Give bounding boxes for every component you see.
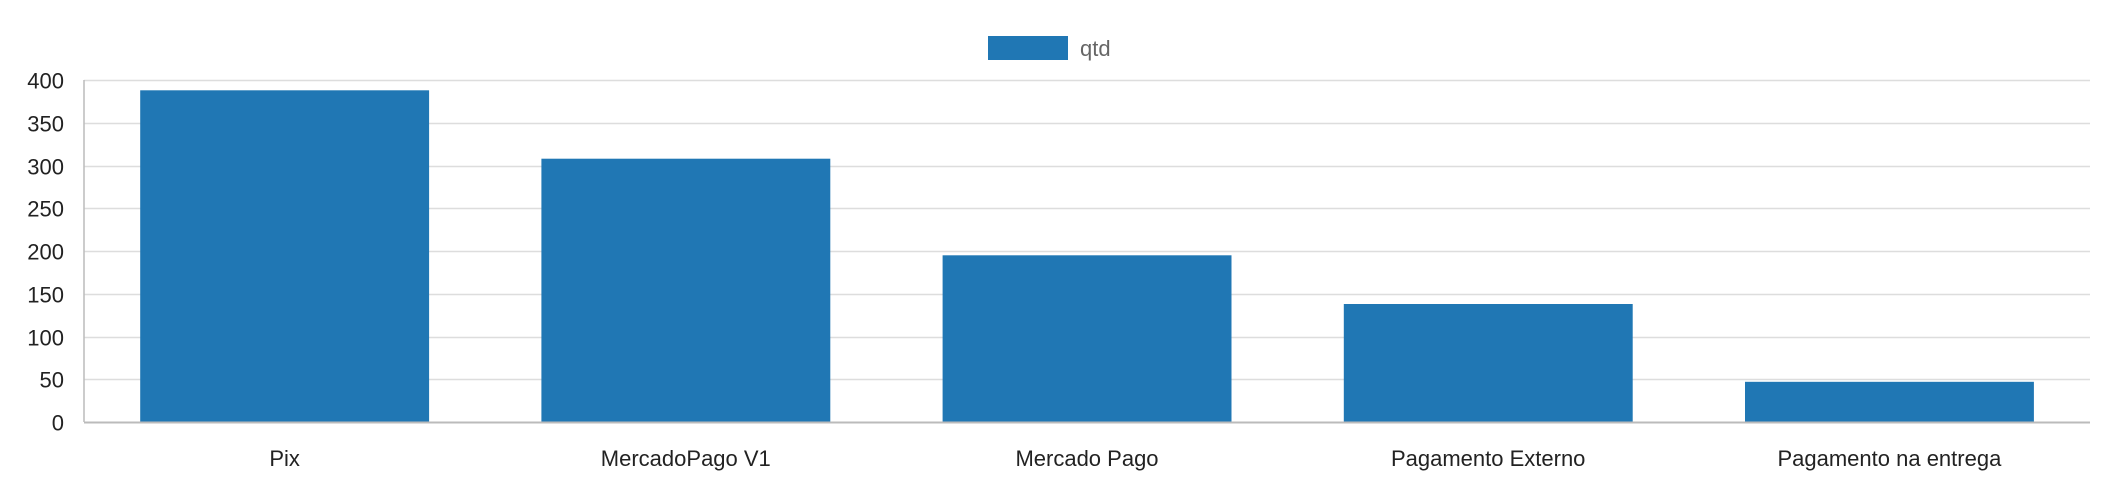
y-tick-label-100: 100 xyxy=(27,326,64,351)
x-tick-label-pagamento-na-entrega: Pagamento na entrega xyxy=(1777,446,2002,471)
bar-pagamento-na-entrega[interactable] xyxy=(1745,381,2034,422)
x-tick-label-mercadopago-v1: MercadoPago V1 xyxy=(601,446,771,471)
y-tick-label-150: 150 xyxy=(27,283,64,308)
bar-mercadopago-v1[interactable] xyxy=(541,158,831,422)
bar-pix[interactable] xyxy=(140,90,430,423)
axes xyxy=(83,80,2090,424)
bar-pagamento-externo[interactable] xyxy=(1343,304,1633,422)
legend[interactable]: qtd xyxy=(988,36,1111,61)
bars xyxy=(140,90,2034,423)
y-tick-label-300: 300 xyxy=(27,155,64,180)
y-tick-label-250: 250 xyxy=(27,197,64,222)
y-tick-labels: 0 50 100 150 200 250 300 350 400 xyxy=(27,69,64,436)
y-tick-label-350: 350 xyxy=(27,112,64,137)
y-tick-label-50: 50 xyxy=(40,368,64,393)
x-tick-label-pagamento-externo: Pagamento Externo xyxy=(1391,446,1585,471)
legend-swatch[interactable] xyxy=(988,36,1068,60)
x-tick-label-pix: Pix xyxy=(269,446,300,471)
y-tick-label-400: 400 xyxy=(27,69,64,94)
bar-mercado-pago[interactable] xyxy=(942,255,1232,422)
x-tick-label-mercado-pago: Mercado Pago xyxy=(1015,446,1158,471)
y-tick-label-0: 0 xyxy=(52,411,64,436)
y-tick-label-200: 200 xyxy=(27,240,64,265)
legend-label-qtd[interactable]: qtd xyxy=(1080,36,1111,61)
x-tick-labels: Pix MercadoPago V1 Mercado Pago Pagamento E… xyxy=(269,446,2002,471)
